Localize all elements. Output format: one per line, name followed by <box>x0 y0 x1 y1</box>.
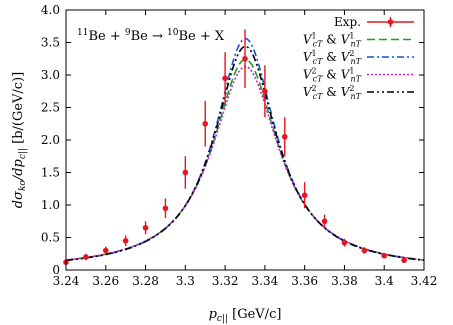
superscript-9: 9 <box>125 28 131 38</box>
reaction-text-2: Be → <box>131 29 167 44</box>
legend-label-exp: Exp. <box>334 15 361 29</box>
data-point <box>122 237 129 244</box>
y-tick-label: 0.5 <box>41 231 60 245</box>
data-point <box>242 55 248 62</box>
series-line-3 <box>65 65 425 261</box>
series-line-1 <box>65 58 425 261</box>
x-tick-label: 3.32 <box>212 274 239 288</box>
y-tick-label: 3.0 <box>41 68 60 82</box>
data-point <box>262 88 268 95</box>
legend-swatch-exp-point <box>387 19 394 25</box>
data-point <box>301 192 308 199</box>
legend-label-3: V2 cT & V1 nT <box>303 67 362 84</box>
y-tick-label: 4.0 <box>41 3 60 17</box>
data-point <box>142 224 149 231</box>
reaction-text-1: Be + <box>88 29 124 44</box>
data-point <box>321 218 328 225</box>
data-point <box>102 247 109 254</box>
axis-ticks: 3.24 3.26 3.28 3.3 3.32 3.34 3.36 3.38 3.4 3.42 0 0… <box>41 3 437 288</box>
reaction-text-3: Be + X <box>178 29 224 44</box>
data-point <box>361 247 368 254</box>
x-tick-label: 3.38 <box>331 274 358 288</box>
x-tick-label: 3.34 <box>252 274 279 288</box>
experimental-points <box>63 29 407 266</box>
data-point <box>162 205 169 212</box>
data-point <box>381 252 388 259</box>
x-tick-label: 3.4 <box>375 274 394 288</box>
y-tick-label: 3.5 <box>41 36 60 50</box>
x-tick-label: 3.3 <box>176 274 195 288</box>
x-tick-label: 3.36 <box>291 274 318 288</box>
x-axis-title: pc|| [GeV/c] <box>209 307 282 324</box>
legend-label-4: V2 cT & V2 nT <box>303 84 362 101</box>
x-tick-label: 3.28 <box>132 274 159 288</box>
y-tick-label: 1.0 <box>41 198 60 212</box>
data-point <box>202 120 209 127</box>
superscript-10: 10 <box>167 28 179 38</box>
legend-label-2: V1 cT & V2 nT <box>303 49 362 66</box>
y-axis-title: dσko/dpc|| [b/(GeV/c)] <box>11 72 28 208</box>
superscript-11: 11 <box>77 28 88 38</box>
data-point <box>341 239 348 246</box>
data-point <box>222 75 228 82</box>
data-point <box>401 257 407 264</box>
x-tick-label: 3.26 <box>92 274 119 288</box>
y-tick-label: 0 <box>52 263 60 277</box>
x-tick-label: 3.42 <box>411 274 438 288</box>
data-point <box>182 169 189 176</box>
reaction-annotation: 11Be + 9Be → 10Be + X <box>77 28 225 44</box>
x-tick-label: 3.24 <box>53 274 80 288</box>
data-point <box>83 254 89 260</box>
y-tick-label: 2.0 <box>41 133 60 147</box>
y-tick-label: 2.5 <box>41 101 60 115</box>
y-tick-label: 1.5 <box>41 166 60 180</box>
data-point <box>281 133 288 140</box>
legend-label-1: V1 cT & V1 nT <box>303 32 362 49</box>
